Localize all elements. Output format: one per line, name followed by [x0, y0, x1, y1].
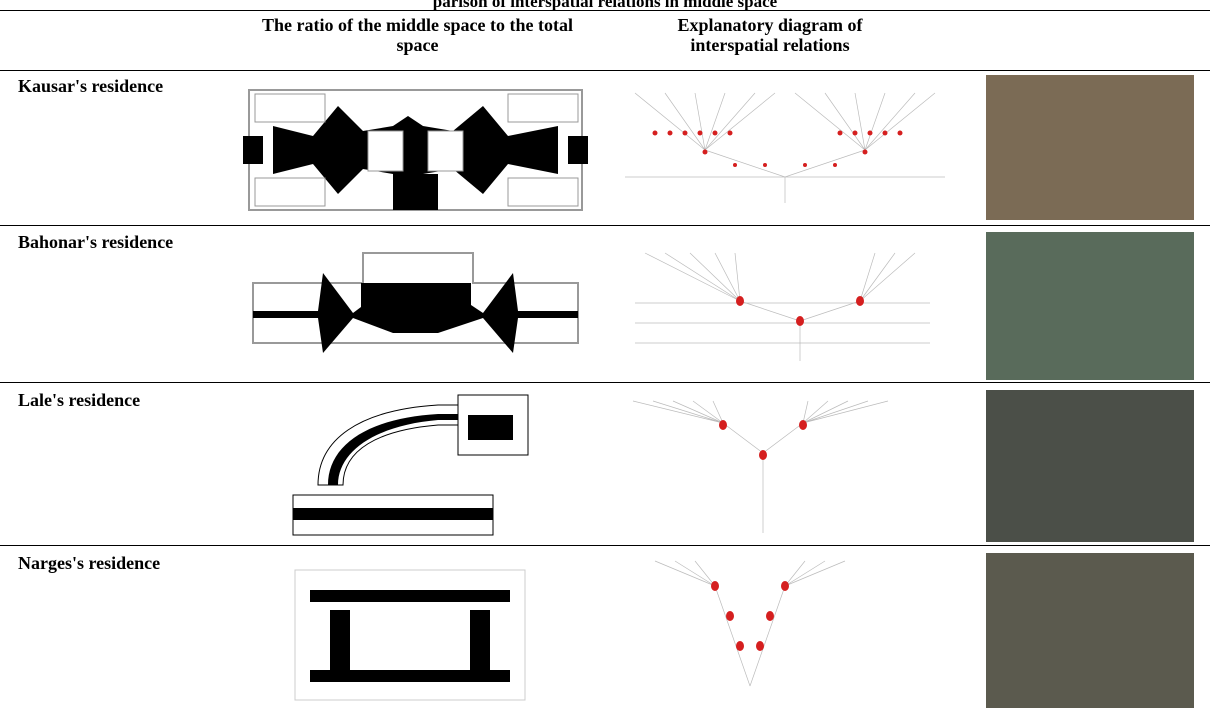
- ratio-column-header: The ratio of the middle space to the tot…: [262, 15, 573, 55]
- bahonar-interspatial-diagram: [635, 252, 930, 361]
- row-label-narges: Narges's residence: [18, 553, 161, 573]
- row-divider: [0, 382, 1210, 383]
- bahonar-floor-plan: [252, 252, 579, 353]
- row-label-kausar: Kausar's residence: [18, 76, 164, 96]
- narges-floor-plan: [294, 569, 526, 701]
- bahonar-satellite-image: [986, 232, 1194, 380]
- kausar-satellite-image: [986, 75, 1194, 220]
- diagram-column-header: Explanatory diagram of interspatial rela…: [677, 15, 863, 55]
- narges-satellite-image: [986, 553, 1194, 708]
- lale-floor-plan: [292, 394, 529, 536]
- narges-interspatial-diagram: [654, 560, 846, 687]
- table-caption-fragment: parison of interspatial relations in mid…: [432, 0, 778, 10]
- row-label-bahonar: Bahonar's residence: [18, 232, 174, 252]
- kausar-interspatial-diagram: [625, 92, 945, 203]
- header-rule: [0, 70, 1210, 71]
- lale-satellite-image: [986, 390, 1194, 542]
- kausar-floor-plan: [243, 89, 588, 211]
- top-rule: [0, 10, 1210, 11]
- row-label-lale: Lale's residence: [18, 390, 141, 410]
- lale-interspatial-diagram: [632, 400, 889, 533]
- row-divider: [0, 545, 1210, 546]
- row-divider: [0, 225, 1210, 226]
